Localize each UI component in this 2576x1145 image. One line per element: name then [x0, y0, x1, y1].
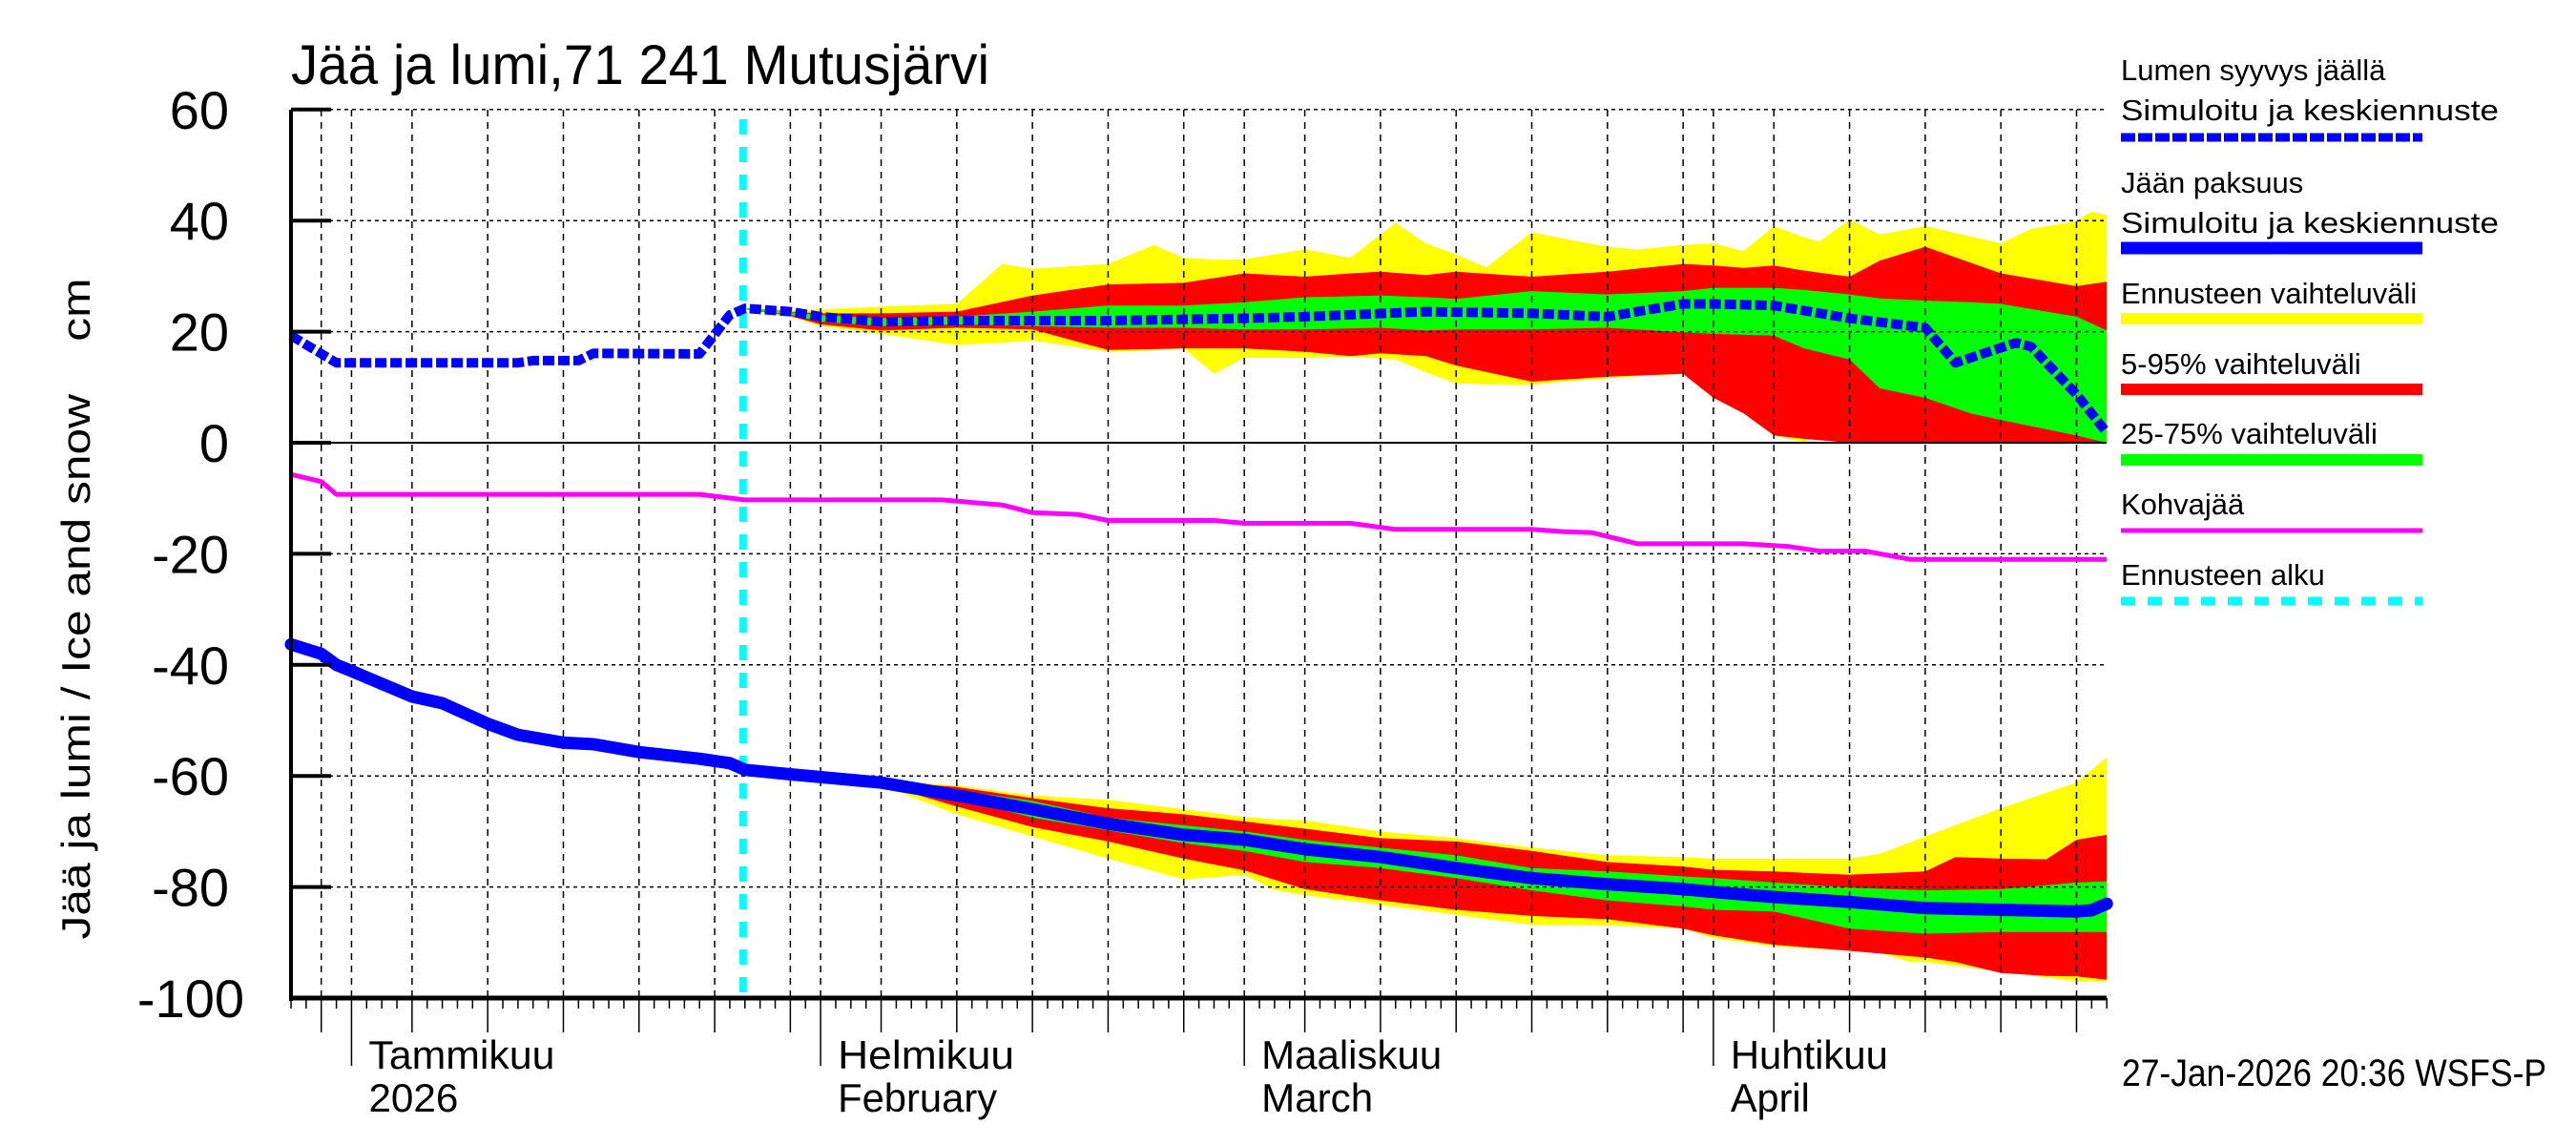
- ice-thickness-line: [284, 637, 2113, 918]
- y-tick-label: 40: [170, 191, 229, 251]
- y-tick-label: -20: [152, 524, 229, 584]
- ice-band-p5-95: [744, 769, 2108, 980]
- y-tick-label: -40: [152, 635, 229, 696]
- legend-item: 25-75% vaihteluväli: [2121, 417, 2422, 466]
- month-label-fi: Maaliskuu: [1261, 1032, 1442, 1077]
- grid-layer: [291, 109, 2107, 998]
- lines-layer: [284, 119, 2113, 998]
- legend-sublabel: Simuloitu ja keskiennuste: [2121, 94, 2499, 127]
- legend-label: Ennusteen vaihteluväli: [2121, 277, 2417, 310]
- y-tick-label: 0: [199, 413, 229, 473]
- legend-item: Kohvajää: [2121, 488, 2422, 533]
- y-tick-label: -80: [152, 858, 229, 918]
- month-label-en: March: [1261, 1075, 1373, 1120]
- legend-item: Lumen syyvys jäällä Simuloitu ja keskienn…: [2121, 53, 2499, 142]
- y-tick-label: 60: [170, 80, 229, 140]
- axes-layer: [289, 107, 2108, 1066]
- month-label-en: 2026: [368, 1075, 458, 1120]
- chart-title: Jää ja lumi,71 241 Mutusjärvi: [291, 34, 989, 96]
- month-label-en: April: [1731, 1075, 1810, 1120]
- y-tick-label: -100: [137, 968, 244, 1029]
- legend-label: 5-95% vaihteluväli: [2121, 347, 2361, 381]
- y-tick-labels: 60 40 20 0 -20 -40 -60 -80 -100: [137, 80, 244, 1029]
- y-tick-label: 20: [170, 302, 229, 363]
- y-axis-label: Jää ja lumi / Ice and snow cm: [53, 279, 98, 940]
- slush-ice-line: [290, 471, 2108, 562]
- legend-item: Ennusteen alku: [2121, 558, 2422, 606]
- legend-sublabel: Simuloitu ja keskiennuste: [2121, 206, 2499, 239]
- timestamp: 27-Jan-2026 20:36 WSFS-P: [2122, 1052, 2546, 1094]
- legend-item: Jään paksuus Simuloitu ja keskiennuste: [2121, 166, 2499, 255]
- legend-item: 5-95% vaihteluväli: [2121, 347, 2422, 395]
- month-label-en: February: [838, 1075, 997, 1120]
- snow-band-p25-75: [744, 287, 2108, 443]
- legend-label: 25-75% vaihteluväli: [2121, 417, 2378, 450]
- legend-label: Lumen syyvys jäällä: [2121, 53, 2386, 87]
- month-label-fi: Huhtikuu: [1731, 1032, 1888, 1077]
- snow-depth-line: [288, 299, 2111, 436]
- legend: Lumen syyvys jäällä Simuloitu ja keskienn…: [2121, 53, 2499, 606]
- legend-item: Ennusteen vaihteluväli: [2121, 277, 2422, 324]
- legend-label: Jään paksuus: [2121, 166, 2303, 199]
- month-label-fi: Helmikuu: [838, 1032, 1014, 1077]
- y-tick-label: -60: [152, 746, 229, 806]
- month-label-fi: Tammikuu: [368, 1032, 554, 1077]
- legend-label: Ennusteen alku: [2121, 558, 2325, 592]
- legend-label: Kohvajää: [2121, 488, 2245, 521]
